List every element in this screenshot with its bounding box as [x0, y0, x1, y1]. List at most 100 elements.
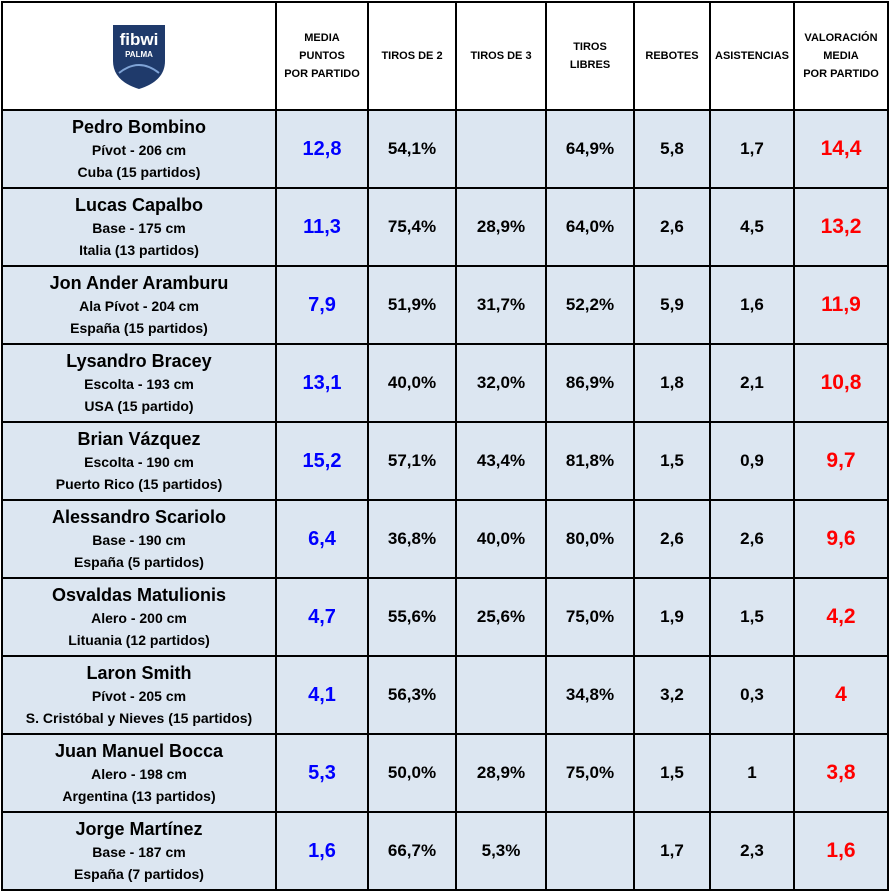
stat-cell: 1	[709, 733, 795, 813]
stat-cell: 4,7	[275, 577, 369, 657]
player-name: Juan Manuel Bocca	[54, 741, 224, 761]
stat-cell: 54,1%	[367, 109, 457, 189]
column-header: TIROS DE 3	[455, 1, 547, 111]
stat-cell: 1,5	[633, 733, 711, 813]
stat-cell: 2,1	[709, 343, 795, 423]
stat-cell: 40,0%	[455, 499, 547, 579]
player-row: Jon Ander Aramburu Ala Pívot - 204 cm Espa…	[1, 265, 889, 345]
player-cell: Alessandro Scariolo Base - 190 cm España (…	[1, 499, 277, 579]
stat-cell: 40,0%	[367, 343, 457, 423]
player-name: Brian Vázquez	[77, 429, 201, 449]
player-country: S. Cristóbal y Nieves (15 partidos)	[25, 710, 253, 726]
stat-cell: 9,6	[793, 499, 889, 579]
stat-cell: 5,3	[275, 733, 369, 813]
stat-cell	[455, 655, 547, 735]
column-header: ASISTENCIAS	[709, 1, 795, 111]
stat-cell: 14,4	[793, 109, 889, 189]
player-country: Lituania (12 partidos)	[68, 632, 210, 648]
column-header: REBOTES	[633, 1, 711, 111]
player-position: Base - 187 cm	[92, 844, 186, 860]
stat-cell: 34,8%	[545, 655, 635, 735]
stat-cell: 1,6	[709, 265, 795, 345]
player-position: Alero - 200 cm	[91, 610, 187, 626]
stat-cell: 13,2	[793, 187, 889, 267]
stat-cell: 2,6	[633, 187, 711, 267]
player-cell: Lucas Capalbo Base - 175 cm Italia (13 par…	[1, 187, 277, 267]
player-row: Brian Vázquez Escolta - 190 cm Puerto Rico…	[1, 421, 889, 501]
stat-cell: 75,0%	[545, 733, 635, 813]
stat-cell: 57,1%	[367, 421, 457, 501]
stat-cell: 1,9	[633, 577, 711, 657]
stat-cell: 28,9%	[455, 733, 547, 813]
stat-cell: 25,6%	[455, 577, 547, 657]
stat-cell	[455, 109, 547, 189]
player-row: Lysandro Bracey Escolta - 193 cm USA (15 p…	[1, 343, 889, 423]
stat-cell: 1,6	[793, 811, 889, 891]
stat-cell: 50,0%	[367, 733, 457, 813]
stat-cell: 4	[793, 655, 889, 735]
player-position: Ala Pívot - 204 cm	[79, 298, 199, 314]
player-country: Cuba (15 partidos)	[77, 164, 201, 180]
stat-cell: 11,3	[275, 187, 369, 267]
stat-cell: 43,4%	[455, 421, 547, 501]
player-name: Osvaldas Matulionis	[51, 585, 227, 605]
stat-cell: 55,6%	[367, 577, 457, 657]
stat-cell: 4,2	[793, 577, 889, 657]
player-name: Lysandro Bracey	[66, 351, 212, 371]
stat-cell: 51,9%	[367, 265, 457, 345]
stat-cell: 1,7	[633, 811, 711, 891]
stat-cell: 4,1	[275, 655, 369, 735]
stat-cell: 6,4	[275, 499, 369, 579]
stat-cell: 7,9	[275, 265, 369, 345]
logo-shield	[113, 25, 165, 89]
player-cell: Pedro Bombino Pívot - 206 cm Cuba (15 part…	[1, 109, 277, 189]
stat-cell: 3,2	[633, 655, 711, 735]
stat-cell: 9,7	[793, 421, 889, 501]
column-header: VALORACIÓN MEDIA POR PARTIDO	[793, 1, 889, 111]
player-position: Alero - 198 cm	[91, 766, 187, 782]
player-country: España (7 partidos)	[74, 866, 204, 882]
stat-cell: 4,5	[709, 187, 795, 267]
stat-cell: 1,8	[633, 343, 711, 423]
stat-cell: 56,3%	[367, 655, 457, 735]
column-header: MEDIA PUNTOS POR PARTIDO	[275, 1, 369, 111]
player-row: Jorge Martínez Base - 187 cm España (7 par…	[1, 811, 889, 891]
player-country: Argentina (13 partidos)	[62, 788, 216, 804]
stat-cell: 2,3	[709, 811, 795, 891]
stat-cell: 1,6	[275, 811, 369, 891]
stat-cell: 12,8	[275, 109, 369, 189]
stat-cell: 1,5	[709, 577, 795, 657]
player-name: Pedro Bombino	[72, 117, 206, 137]
stat-cell: 10,8	[793, 343, 889, 423]
stat-cell: 28,9%	[455, 187, 547, 267]
stat-cell: 31,7%	[455, 265, 547, 345]
stat-cell: 5,9	[633, 265, 711, 345]
stat-cell: 75,0%	[545, 577, 635, 657]
player-cell: Jorge Martínez Base - 187 cm España (7 par…	[1, 811, 277, 891]
player-cell: Jon Ander Aramburu Ala Pívot - 204 cm Espa…	[1, 265, 277, 345]
logo-brand: fibwi	[120, 30, 159, 49]
stat-cell: 32,0%	[455, 343, 547, 423]
player-cell: Lysandro Bracey Escolta - 193 cm USA (15 p…	[1, 343, 277, 423]
player-name: Jorge Martínez	[75, 819, 203, 839]
player-position: Base - 190 cm	[92, 532, 186, 548]
stat-cell: 36,8%	[367, 499, 457, 579]
stat-cell: 81,8%	[545, 421, 635, 501]
player-position: Pívot - 206 cm	[91, 142, 187, 158]
player-row: Juan Manuel Bocca Alero - 198 cm Argentina…	[1, 733, 889, 813]
stat-cell: 15,2	[275, 421, 369, 501]
stat-cell: 66,7%	[367, 811, 457, 891]
player-cell: Brian Vázquez Escolta - 190 cm Puerto Rico…	[1, 421, 277, 501]
logo-cell: fibwi PALMA	[1, 1, 277, 111]
player-position: Escolta - 190 cm	[84, 454, 194, 470]
stat-cell: 64,0%	[545, 187, 635, 267]
player-name: Alessandro Scariolo	[51, 507, 227, 527]
stat-cell: 1,7	[709, 109, 795, 189]
stat-cell: 1,5	[633, 421, 711, 501]
header-row: fibwi PALMA MEDIA PUNTOS POR PARTIDO TIRO…	[1, 1, 889, 111]
logo: fibwi PALMA	[113, 25, 165, 89]
player-country: España (15 partidos)	[70, 320, 208, 336]
player-country: Italia (13 partidos)	[79, 242, 199, 258]
